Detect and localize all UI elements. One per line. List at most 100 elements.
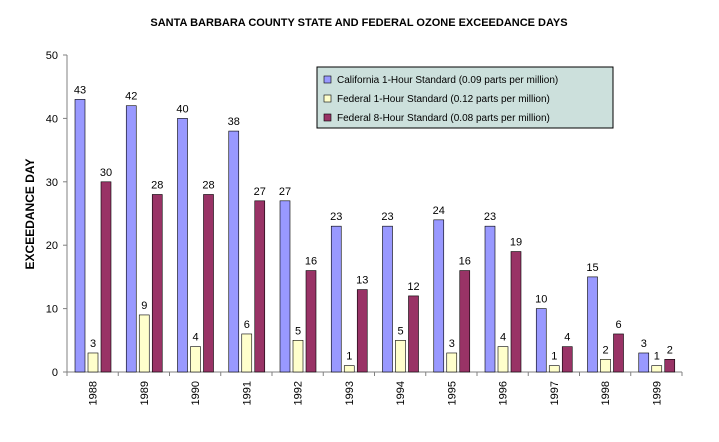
bar-1999-series-2 [651,365,663,373]
data-label: 6 [615,319,621,331]
data-label: 16 [305,256,317,268]
bar-1988-series-2 [87,352,99,373]
bar-1990-series-2 [190,346,201,373]
legend-swatch [323,94,332,103]
data-label: 16 [459,256,471,268]
bar-1996-series-2 [497,346,509,373]
data-label: 19 [510,237,522,249]
y-tick-label: 20 [46,240,58,252]
bar-1992-series-1 [279,200,291,373]
data-label: 6 [244,319,250,331]
data-label: 2 [602,344,608,356]
legend-box [316,66,614,129]
data-label: 3 [90,338,96,350]
bar-1997-series-1 [535,308,547,373]
bar-1998-series-1 [587,276,598,373]
data-label: 24 [433,205,445,217]
data-label: 5 [397,325,403,337]
legend-swatch [323,113,332,122]
data-label: 13 [356,275,368,287]
y-tick-label: 30 [46,177,58,189]
data-label: 27 [279,186,291,198]
data-label: 2 [667,344,673,356]
data-label: 4 [500,332,506,344]
data-label: 28 [151,179,163,191]
y-tick-label: 0 [52,367,58,379]
x-tick-label: 1999 [651,381,663,405]
x-tick-label: 1994 [395,381,407,405]
data-label: 23 [381,211,393,223]
y-tick-label: 10 [46,304,58,316]
bar-1993-series-3 [356,289,368,373]
bar-1999-series-3 [664,359,676,373]
data-label: 40 [176,103,188,115]
data-label: 28 [202,179,214,191]
data-label: 1 [346,351,352,363]
y-tick-label: 40 [46,113,58,125]
legend-entry: Federal 8-Hour Standard (0.08 parts per … [337,113,550,124]
data-label: 5 [295,325,301,337]
bar-1997-series-2 [548,365,560,373]
data-label: 23 [484,211,496,223]
legend-entry: California 1-Hour Standard (0.09 parts p… [337,75,558,86]
x-tick-label: 1996 [498,381,510,405]
bar-1997-series-3 [561,346,573,373]
legend: California 1-Hour Standard (0.09 parts p… [316,66,614,129]
data-label: 42 [125,91,137,103]
data-label: 3 [641,338,647,350]
bar-1996-series-1 [484,225,496,373]
x-tick-label: 1992 [293,381,305,405]
bar-1995-series-1 [433,219,445,373]
bar-1999-series-1 [638,352,650,373]
bar-1995-series-2 [446,352,458,373]
bar-1990-series-3 [203,194,214,373]
x-tick-label: 1995 [446,381,458,405]
data-label: 1 [551,351,557,363]
data-label: 15 [586,262,598,274]
y-axis-label: EXCEEDANCE DAY [23,159,37,270]
legend-swatch [323,75,332,84]
x-tick-label: 1998 [600,381,612,405]
y-tick-label: 50 [46,50,58,62]
bar-1992-series-3 [305,270,317,373]
data-label: 9 [141,300,147,312]
data-label: 4 [564,332,570,344]
bar-1993-series-1 [330,225,342,373]
bar-1989-series-3 [151,194,163,373]
x-tick-label: 1990 [190,381,202,405]
x-tick-label: 1997 [549,381,561,405]
bar-1996-series-3 [510,251,522,373]
bar-1998-series-3 [613,333,624,373]
bar-1998-series-2 [600,359,611,373]
bar-1995-series-3 [459,270,471,373]
bar-1989-series-2 [138,314,150,373]
bar-1990-series-1 [177,118,188,373]
x-tick-label: 1988 [88,381,100,405]
bar-1988-series-3 [100,181,112,373]
plot-area: 0102030405043330198842928198940428199038… [46,50,683,405]
bar-1994-series-3 [408,295,419,373]
chart-title: SANTA BARBARA COUNTY STATE AND FEDERAL O… [150,17,567,29]
x-tick-label: 1993 [344,381,356,405]
data-label: 10 [535,294,547,306]
bar-1993-series-2 [343,365,355,373]
data-label: 1 [654,351,660,363]
bar-1994-series-1 [382,225,393,373]
data-label: 27 [254,186,266,198]
bar-1994-series-2 [395,339,406,373]
legend-entry: Federal 1-Hour Standard (0.12 parts per … [337,94,550,105]
data-label: 12 [407,281,419,293]
x-tick-label: 1989 [139,381,151,405]
data-label: 38 [228,116,240,128]
data-label: 30 [100,167,112,179]
bar-1991-series-3 [254,200,266,373]
data-label: 43 [74,84,86,96]
bar-1989-series-1 [125,105,137,373]
bar-1988-series-1 [74,99,86,373]
data-label: 3 [449,338,455,350]
data-label: 4 [192,332,198,344]
data-label: 23 [330,211,342,223]
bar-1991-series-2 [241,333,253,373]
bar-1991-series-1 [228,130,240,373]
